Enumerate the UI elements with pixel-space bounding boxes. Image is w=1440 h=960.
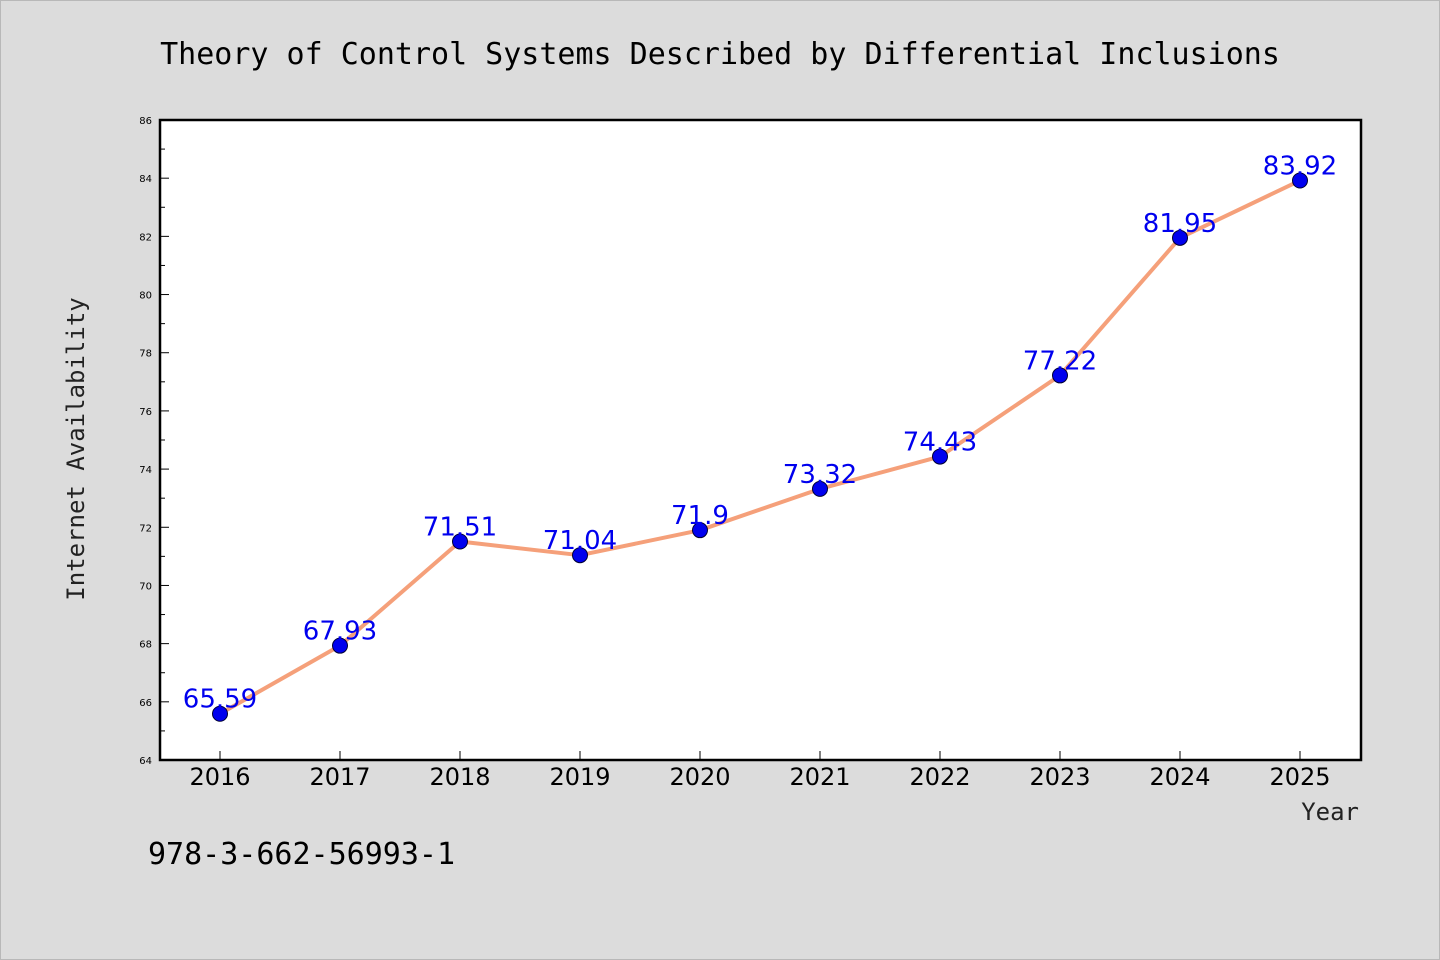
data-label: 81.95: [1143, 209, 1217, 239]
data-labels: 65.59 67.93 71.51 71.04 71.9 73.32 74.43 77.22 8…: [183, 152, 1337, 715]
x-tick-label: 2021: [789, 763, 850, 791]
y-tick-label: 86: [139, 116, 152, 127]
series-line: [218, 178, 1302, 716]
series-markers: [212, 172, 1308, 722]
data-point: [212, 705, 228, 722]
y-axis-ticks: 64 66 68 70 72 74 76 78 80 82 84 86: [139, 116, 169, 767]
x-tick-label: 2016: [189, 763, 250, 791]
data-point: [332, 637, 348, 654]
y-tick-label: 64: [139, 756, 152, 767]
x-axis-label: Year: [1301, 798, 1359, 826]
x-tick-label: 2023: [1029, 763, 1090, 791]
data-point: [1172, 229, 1188, 246]
x-tick-label: 2022: [909, 763, 970, 791]
data-label: 83.92: [1263, 152, 1337, 182]
chart-title: Theory of Control Systems Described by D…: [160, 37, 1280, 72]
data-point: [692, 522, 708, 539]
y-tick-label: 74: [139, 465, 152, 476]
series-line-group: [218, 178, 1302, 716]
y-tick-label: 70: [139, 581, 152, 592]
data-label: 71.9: [671, 501, 729, 531]
data-label: 77.22: [1023, 346, 1097, 376]
x-tick-label: 2020: [669, 763, 730, 791]
data-label: 71.51: [423, 513, 497, 543]
y-axis-label: Internet Availability: [62, 297, 90, 600]
y-tick-label: 78: [139, 349, 152, 360]
y-tick-label: 80: [139, 291, 152, 302]
data-point: [452, 533, 468, 550]
data-label: 74.43: [903, 428, 977, 458]
data-point: [1052, 367, 1068, 384]
data-point: [932, 448, 948, 465]
data-point: [572, 547, 588, 564]
data-label: 65.59: [183, 685, 257, 715]
y-tick-label: 82: [139, 232, 152, 243]
data-point: [1292, 172, 1308, 189]
y-tick-label: 72: [139, 523, 152, 534]
y-tick-label: 66: [139, 698, 152, 709]
x-tick-label: 2017: [309, 763, 370, 791]
data-label: 71.04: [543, 526, 617, 556]
plot-area: [158, 118, 1363, 762]
data-label: 67.93: [303, 617, 377, 647]
x-tick-label: 2025: [1269, 763, 1330, 791]
data-point: [812, 480, 828, 497]
x-tick-label: 2019: [549, 763, 610, 791]
y-tick-label: 84: [139, 174, 152, 185]
data-label: 73.32: [783, 460, 857, 490]
x-tick-label: 2018: [429, 763, 490, 791]
x-axis-ticks: 2016 2017 2018 2019 2020 2021 2022 2023 2024 2025: [189, 751, 1331, 791]
y-tick-label: 76: [139, 407, 152, 418]
isbn-footer: 978-3-662-56993-1: [148, 837, 455, 872]
y-tick-label: 68: [139, 640, 152, 651]
x-tick-label: 2024: [1149, 763, 1210, 791]
